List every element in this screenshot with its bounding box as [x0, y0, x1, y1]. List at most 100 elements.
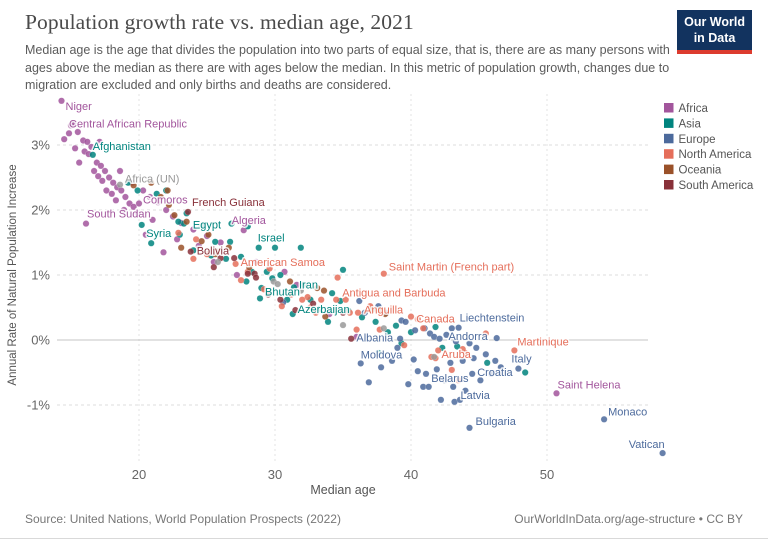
data-point[interactable]: [75, 159, 83, 167]
legend-label-oceania[interactable]: Oceania: [679, 165, 722, 177]
data-point[interactable]: [483, 359, 491, 367]
data-point[interactable]: [332, 306, 340, 314]
data-point[interactable]: [90, 167, 98, 175]
data-point[interactable]: [393, 344, 401, 352]
data-point[interactable]: [487, 370, 495, 378]
data-point[interactable]: [177, 244, 185, 252]
data-point[interactable]: [142, 231, 150, 239]
country-label[interactable]: Iran: [298, 278, 320, 293]
data-point[interactable]: [204, 231, 212, 239]
data-point[interactable]: [442, 331, 450, 339]
data-point[interactable]: [456, 396, 464, 404]
legend-swatch-africa[interactable]: [664, 103, 674, 113]
data-point[interactable]: [260, 285, 268, 293]
data-point[interactable]: [230, 254, 238, 262]
country-label[interactable]: Moldova: [359, 348, 404, 363]
country-label[interactable]: Saint Martin (French part): [387, 260, 515, 275]
data-point[interactable]: [377, 363, 385, 371]
data-point[interactable]: [225, 244, 233, 252]
data-point[interactable]: [214, 258, 222, 266]
data-point[interactable]: [432, 323, 439, 331]
data-point[interactable]: [437, 396, 445, 404]
country-label[interactable]: Albania: [355, 331, 396, 346]
data-point[interactable]: [105, 174, 113, 181]
legend-label-north-america[interactable]: North America: [679, 149, 752, 161]
country-label[interactable]: Egypt: [191, 218, 222, 233]
data-point[interactable]: [342, 296, 350, 304]
data-point[interactable]: [112, 196, 120, 204]
data-point[interactable]: [414, 315, 422, 323]
data-point[interactable]: [459, 345, 467, 353]
data-point[interactable]: [334, 274, 341, 282]
data-point[interactable]: [354, 309, 362, 317]
data-point[interactable]: [149, 216, 157, 224]
data-point[interactable]: [297, 244, 305, 252]
data-point[interactable]: [237, 276, 245, 284]
data-point[interactable]: [198, 237, 206, 245]
data-point[interactable]: [381, 310, 389, 318]
data-point[interactable]: [448, 366, 456, 374]
country-label[interactable]: Syria: [145, 227, 174, 242]
data-point[interactable]: [101, 167, 109, 175]
data-point[interactable]: [233, 271, 241, 279]
data-point[interactable]: [94, 172, 102, 180]
country-label[interactable]: Belarus: [430, 371, 471, 386]
data-point[interactable]: [339, 309, 347, 317]
data-point[interactable]: [134, 187, 142, 194]
owid-logo[interactable]: Our World in Data: [677, 10, 752, 55]
data-point[interactable]: [130, 181, 138, 189]
data-point[interactable]: [332, 296, 340, 304]
data-point[interactable]: [320, 287, 328, 295]
data-point[interactable]: [380, 270, 388, 278]
country-label[interactable]: Algeria: [230, 214, 268, 229]
data-point[interactable]: [286, 278, 294, 285]
data-point[interactable]: [170, 211, 178, 219]
data-point[interactable]: [237, 253, 245, 261]
country-label[interactable]: Azerbaijan: [296, 303, 351, 318]
data-point[interactable]: [321, 313, 329, 321]
data-point[interactable]: [380, 324, 388, 332]
data-point[interactable]: [154, 198, 162, 206]
data-point[interactable]: [135, 200, 143, 207]
data-point[interactable]: [317, 296, 325, 304]
legend-label-asia[interactable]: Asia: [679, 118, 702, 130]
legend-label-south-america[interactable]: South America: [679, 180, 754, 192]
data-point[interactable]: [116, 167, 124, 175]
data-point[interactable]: [449, 383, 457, 391]
data-point[interactable]: [290, 283, 298, 291]
data-point[interactable]: [410, 356, 418, 363]
data-point[interactable]: [482, 330, 490, 337]
data-point[interactable]: [71, 144, 79, 152]
country-label[interactable]: Bolivia: [195, 244, 231, 259]
data-point[interactable]: [70, 120, 78, 127]
data-point[interactable]: [436, 335, 443, 343]
data-point[interactable]: [455, 376, 462, 384]
data-point[interactable]: [312, 309, 320, 317]
data-point[interactable]: [189, 226, 197, 233]
data-point[interactable]: [187, 248, 195, 256]
data-point[interactable]: [357, 359, 365, 367]
data-point[interactable]: [468, 370, 476, 378]
country-label[interactable]: South Sudan: [86, 207, 153, 222]
data-point[interactable]: [434, 346, 442, 354]
data-point[interactable]: [372, 318, 379, 326]
data-point[interactable]: [328, 289, 336, 297]
data-point[interactable]: [511, 346, 518, 354]
data-point[interactable]: [226, 238, 234, 246]
data-point[interactable]: [291, 306, 299, 314]
data-point[interactable]: [244, 270, 252, 278]
data-point[interactable]: [298, 296, 306, 304]
legend-label-africa[interactable]: Africa: [679, 103, 709, 115]
legend-swatch-europe[interactable]: [664, 133, 674, 144]
data-point[interactable]: [211, 238, 219, 246]
data-point[interactable]: [271, 244, 279, 252]
country-label[interactable]: Bhutan: [264, 285, 302, 300]
data-point[interactable]: [476, 376, 484, 384]
data-point[interactable]: [160, 248, 167, 256]
data-point[interactable]: [88, 143, 95, 151]
data-point[interactable]: [138, 221, 146, 229]
data-point[interactable]: [256, 294, 264, 302]
data-point[interactable]: [422, 370, 430, 378]
data-point[interactable]: [287, 291, 295, 298]
data-point[interactable]: [374, 306, 382, 314]
